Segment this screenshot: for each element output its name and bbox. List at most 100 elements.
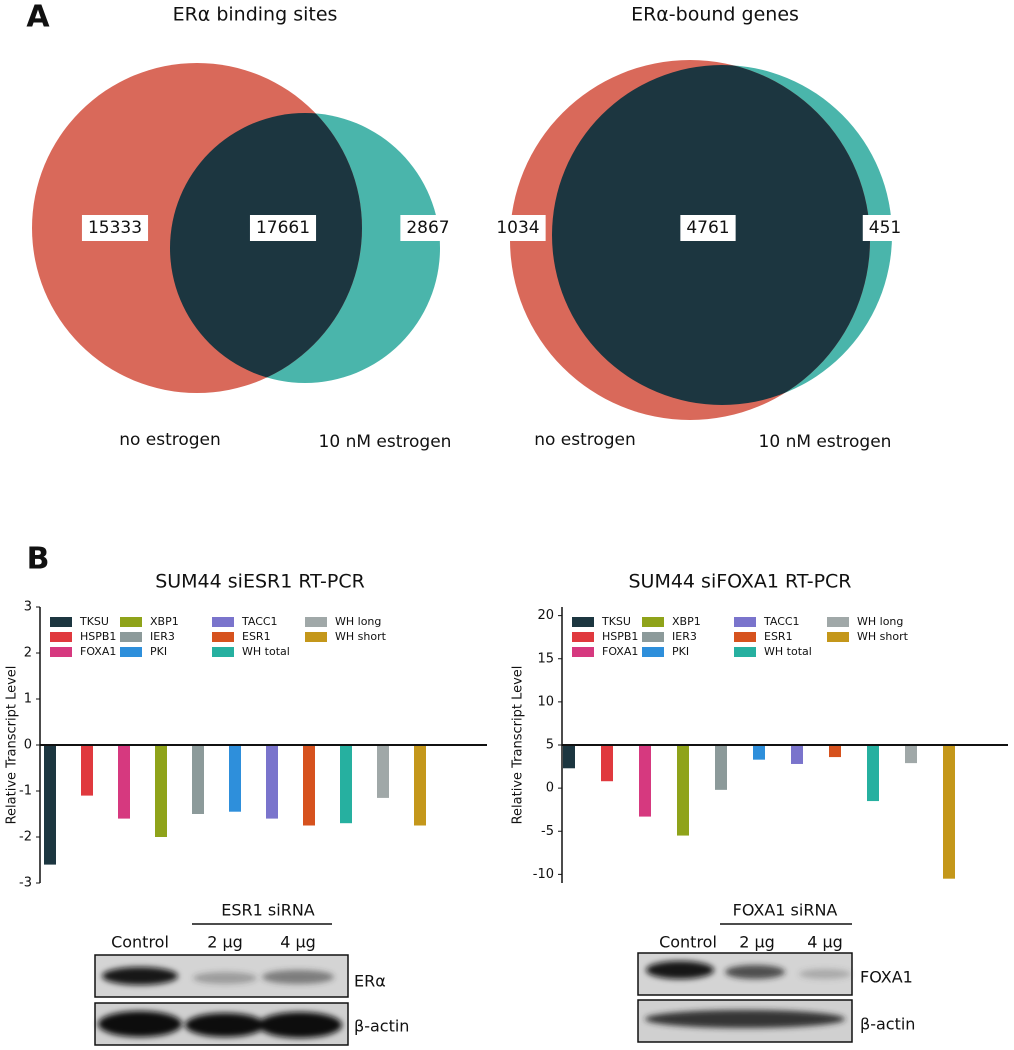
legend-label: TKSU xyxy=(601,615,631,628)
legend-swatch xyxy=(305,617,327,627)
bar xyxy=(753,745,765,760)
legend-swatch xyxy=(50,617,72,627)
bar xyxy=(677,745,689,836)
bar xyxy=(266,745,278,819)
y-tick-label: -2 xyxy=(19,830,32,845)
bar xyxy=(829,745,841,758)
y-tick-label: 2 xyxy=(24,646,32,661)
chart-title: SUM44 siFOXA1 RT-PCR xyxy=(628,571,851,593)
region-label: 451 xyxy=(869,218,901,238)
legend-swatch xyxy=(827,632,849,642)
legend-label: ESR1 xyxy=(242,630,271,643)
legend-swatch xyxy=(572,617,594,627)
bar xyxy=(601,745,613,782)
legend-label: HSPB1 xyxy=(602,630,638,643)
legend-label: FOXA1 xyxy=(602,645,638,658)
legend-label: PKI xyxy=(672,645,689,658)
y-tick-label: -5 xyxy=(541,824,554,839)
y-tick-label: -3 xyxy=(19,876,32,891)
legend-label: WH total xyxy=(242,645,290,658)
lane-label: 2 μg xyxy=(739,933,775,952)
protein-label: β-actin xyxy=(860,1015,915,1034)
blot-bands xyxy=(645,1010,845,1028)
y-tick-label: 20 xyxy=(537,608,554,623)
bar xyxy=(867,745,879,802)
bar xyxy=(81,745,93,796)
region-label-box xyxy=(400,215,456,241)
legend-swatch xyxy=(734,617,756,627)
legend-swatch xyxy=(572,632,594,642)
legend-label: TKSU xyxy=(79,615,109,628)
blot-bands xyxy=(646,961,851,979)
blot-bands xyxy=(102,967,334,985)
region-label: 2867 xyxy=(406,218,449,238)
chart-title: ERα binding sites xyxy=(173,4,338,26)
lane-label: 4 μg xyxy=(280,933,316,952)
bar xyxy=(563,745,575,769)
legend-swatch xyxy=(734,632,756,642)
bar xyxy=(155,745,167,837)
region-label: 4761 xyxy=(686,218,729,238)
legend-swatch xyxy=(305,632,327,642)
legend-label: ESR1 xyxy=(764,630,793,643)
blot-treatment: ESR1 siRNA xyxy=(221,901,315,920)
legend-label: TACC1 xyxy=(763,615,800,628)
lane-label: 4 μg xyxy=(807,933,843,952)
bar xyxy=(377,745,389,798)
region-label: 1034 xyxy=(496,218,539,238)
region-label-box xyxy=(249,215,317,241)
bar xyxy=(715,745,727,790)
legend-label: IER3 xyxy=(150,630,175,643)
legend-swatch xyxy=(50,632,72,642)
panel-label: A xyxy=(26,0,50,35)
lane-label: Control xyxy=(111,933,169,952)
bar xyxy=(303,745,315,826)
y-tick-label: -10 xyxy=(533,867,554,882)
bar xyxy=(44,745,56,865)
chart-title: SUM44 siESR1 RT-PCR xyxy=(155,571,365,593)
legend-label: WH short xyxy=(335,630,387,643)
legend-swatch xyxy=(642,617,664,627)
y-tick-label: 1 xyxy=(24,692,32,707)
set-name: 10 nM estrogen xyxy=(759,432,892,452)
legend-swatch xyxy=(212,632,234,642)
region-label-box xyxy=(680,215,736,241)
region-label-box xyxy=(862,215,908,241)
region-label-box xyxy=(81,215,149,241)
legend-label: XBP1 xyxy=(150,615,179,628)
y-tick-label: 10 xyxy=(537,694,554,709)
legend-label: PKI xyxy=(150,645,167,658)
legend-label: HSPB1 xyxy=(80,630,116,643)
bar xyxy=(639,745,651,817)
y-tick-label: 0 xyxy=(24,738,32,753)
legend-label: WH short xyxy=(857,630,909,643)
y-tick-label: -1 xyxy=(19,784,32,799)
blot-bands xyxy=(98,1011,342,1038)
lane-label: 2 μg xyxy=(207,933,243,952)
bar xyxy=(414,745,426,826)
legend-swatch xyxy=(642,647,664,657)
legend-swatch xyxy=(827,617,849,627)
legend-label: IER3 xyxy=(672,630,697,643)
legend-swatch xyxy=(212,647,234,657)
set-name: no estrogen xyxy=(534,430,636,450)
protein-label: ERα xyxy=(354,972,386,991)
set-name: no estrogen xyxy=(119,430,221,450)
chart-title: ERα-bound genes xyxy=(631,4,799,26)
bar xyxy=(118,745,130,819)
bar xyxy=(791,745,803,764)
y-tick-label: 5 xyxy=(546,738,554,753)
legend-swatch xyxy=(212,617,234,627)
legend-swatch xyxy=(120,632,142,642)
legend-label: FOXA1 xyxy=(80,645,116,658)
y-axis-label: Relative Transcript Level xyxy=(5,666,20,825)
bar xyxy=(943,745,955,879)
legend-label: WH total xyxy=(764,645,812,658)
bar xyxy=(905,745,917,764)
legend-label: TACC1 xyxy=(241,615,278,628)
y-tick-label: 15 xyxy=(537,651,554,666)
blot-treatment: FOXA1 siRNA xyxy=(733,901,838,920)
y-axis-label: Relative Transcript Level xyxy=(511,666,526,825)
legend-swatch xyxy=(120,617,142,627)
